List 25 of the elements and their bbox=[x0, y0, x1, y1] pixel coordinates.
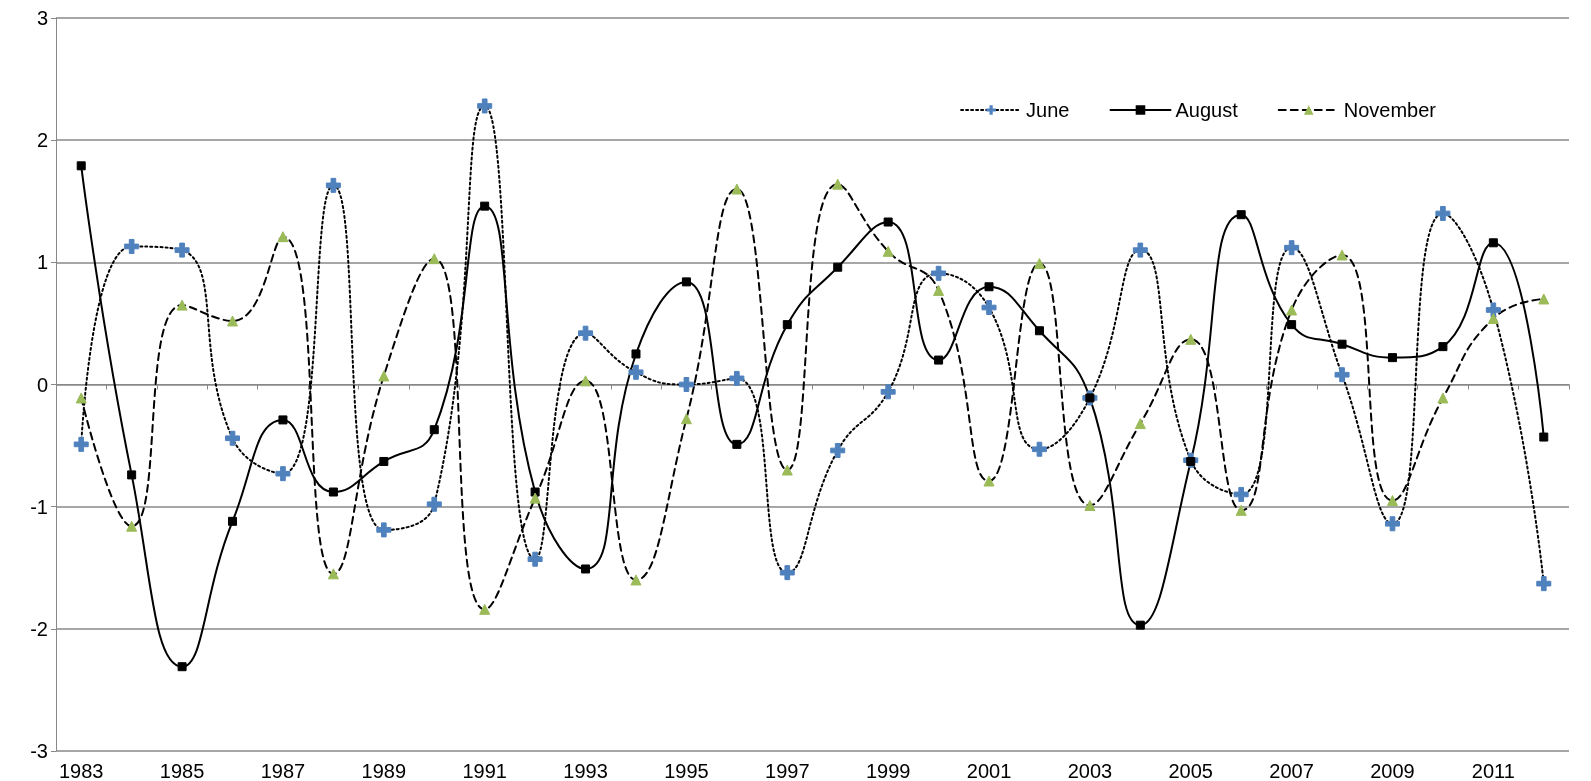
x-tick-label: 2009 bbox=[1370, 760, 1415, 781]
x-tick-label: 1991 bbox=[462, 760, 507, 781]
x-tick-label: 1997 bbox=[765, 760, 810, 781]
x-tick-label: 1983 bbox=[58, 760, 104, 781]
x-tick-label: 1995 bbox=[664, 760, 709, 781]
x-tick-label: 2007 bbox=[1269, 760, 1314, 781]
x-tick-label: 1987 bbox=[260, 760, 306, 781]
x-tick-label: 1989 bbox=[361, 760, 407, 781]
x-tick-label: 2003 bbox=[1067, 760, 1113, 781]
y-tick-label: 0 bbox=[36, 373, 48, 396]
x-tick-label: 1993 bbox=[563, 760, 608, 781]
x-tick-label: 2011 bbox=[1471, 760, 1515, 781]
y-tick-label: -2 bbox=[30, 617, 48, 640]
x-tick-label: 2001 bbox=[966, 760, 1012, 781]
y-tick-label: -1 bbox=[30, 495, 48, 518]
legend-label: November bbox=[1343, 99, 1437, 121]
x-tick-label: 1985 bbox=[159, 760, 205, 781]
y-tick-label: 1 bbox=[36, 251, 48, 274]
y-tick-label: 3 bbox=[36, 7, 48, 29]
y-tick-label: -3 bbox=[30, 740, 48, 762]
x-tick-label: 2005 bbox=[1168, 760, 1213, 781]
y-tick-label: 2 bbox=[36, 129, 48, 152]
legend-label: August bbox=[1175, 99, 1239, 121]
legend-label: June bbox=[1026, 99, 1070, 121]
x-tick-label: 1999 bbox=[865, 760, 911, 781]
